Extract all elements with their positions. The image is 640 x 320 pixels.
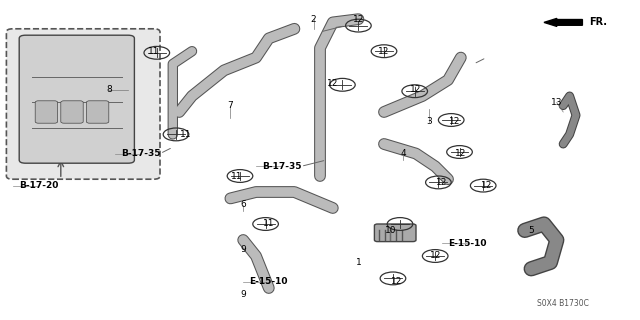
FancyBboxPatch shape [35,101,58,123]
Text: E-15-10: E-15-10 [250,277,288,286]
Text: 12: 12 [353,15,364,24]
Text: 12: 12 [378,47,390,56]
Text: 6: 6 [241,200,246,209]
Text: 12: 12 [436,178,447,187]
FancyBboxPatch shape [374,224,416,242]
Text: 10: 10 [385,226,396,235]
Text: 12: 12 [449,117,460,126]
Text: 7: 7 [228,101,233,110]
Text: 5: 5 [529,226,534,235]
Text: 9: 9 [241,290,246,299]
Text: 11: 11 [180,130,191,139]
Text: 12: 12 [410,85,422,94]
FancyBboxPatch shape [19,35,134,163]
Text: 11: 11 [263,220,275,228]
Text: 11: 11 [231,172,243,180]
Text: B-17-35: B-17-35 [121,149,161,158]
FancyArrow shape [544,19,582,27]
FancyBboxPatch shape [6,29,160,179]
Text: 12: 12 [481,181,492,190]
Text: 2: 2 [311,15,316,24]
Text: FR.: FR. [589,17,607,28]
Text: 9: 9 [241,245,246,254]
FancyBboxPatch shape [86,101,109,123]
Text: 4: 4 [401,149,406,158]
Text: B-17-20: B-17-20 [19,181,58,190]
Text: 1: 1 [356,258,361,267]
Text: 11: 11 [148,47,159,56]
Text: 3: 3 [426,117,431,126]
Text: E-15-10: E-15-10 [448,239,486,248]
Text: B-17-35: B-17-35 [262,162,301,171]
FancyBboxPatch shape [61,101,83,123]
Text: 13: 13 [551,98,563,107]
Text: 8: 8 [106,85,111,94]
Text: 12: 12 [327,79,339,88]
Text: 12: 12 [429,252,441,260]
Text: 12: 12 [455,149,467,158]
Text: S0X4 B1730C: S0X4 B1730C [537,300,589,308]
Text: 12: 12 [391,277,403,286]
